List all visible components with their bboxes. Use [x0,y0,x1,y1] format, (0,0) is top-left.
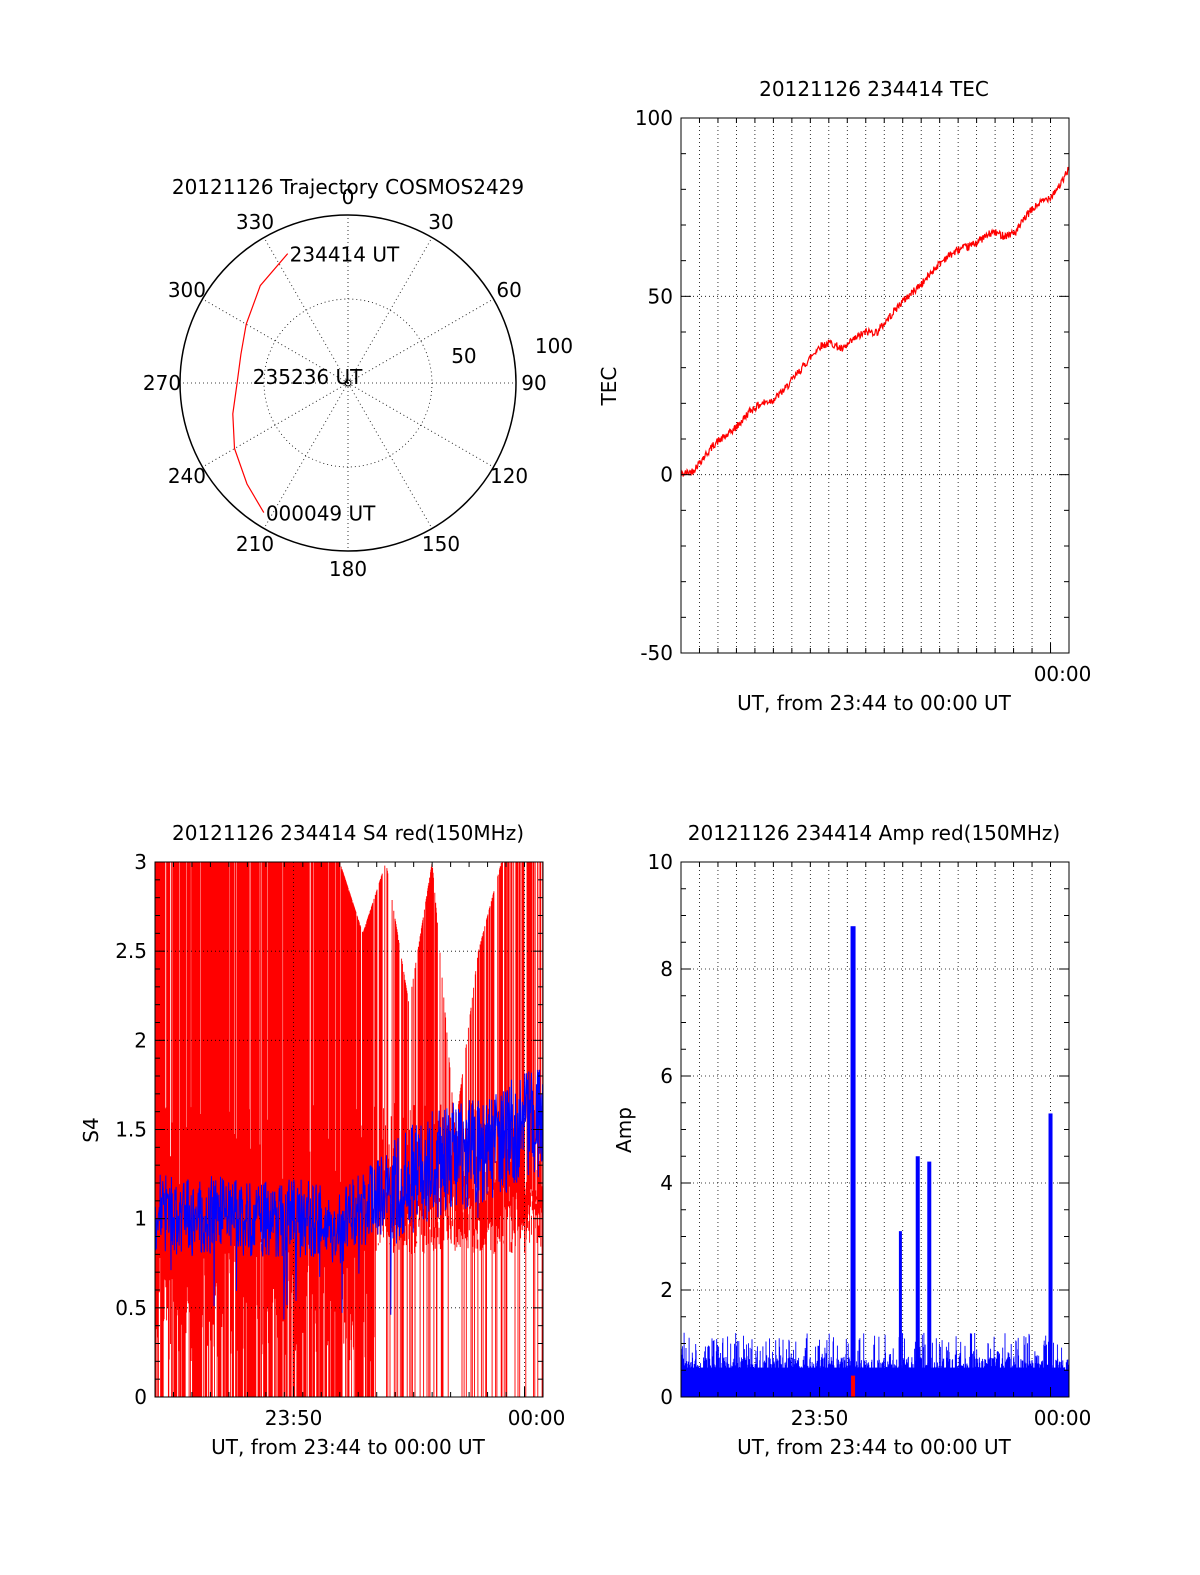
amp-y-tick-label: 4 [660,1171,673,1195]
amp-blue-spike [898,1231,902,1397]
trajectory-title: 20121126 Trajectory COSMOS2429 [172,175,524,199]
polar-angle-label: 90 [521,371,546,395]
tec-grid [681,118,1069,653]
tec-y-ticks: -50 0 50 100 [635,106,1069,665]
amp-x-tick-label: 23:50 [791,1406,849,1430]
s4-y-tick-label: 0 [134,1385,147,1409]
polar-spoke [347,382,433,529]
tec-x-tick-label: 00:00 [1034,662,1092,686]
s4-y-tick-label: 2 [134,1028,147,1052]
s4-y-tick-label: 0.5 [115,1296,147,1320]
amp-blue-baseline-fill [685,1367,1065,1397]
polar-radial-labels: 50 100 [451,334,573,368]
trajectory-time-label: 234414 UT [290,243,400,267]
tec-xlabel: UT, from 23:44 to 00:00 UT [737,691,1012,715]
amp-blue-spike [850,926,856,1397]
amp-blue-spike [915,1156,920,1397]
tec-series-line [680,166,1070,477]
polar-angle-labels: 0 30 60 90 120 150 180 210 240 270 300 330 [143,185,547,581]
amp-blue-spike [1048,1113,1053,1397]
amp-red-series [851,1375,856,1397]
s4-x-tick-label: 23:50 [265,1406,323,1430]
trajectory-time-label: 235236 UT [253,365,363,389]
amp-y-tick-label: 2 [660,1278,673,1302]
s4-x-tick-label: 00:00 [508,1406,566,1430]
s4-y-ticks: 0 0.5 1 1.5 2 2.5 3 [115,850,543,1409]
amp-red-spike [851,1375,856,1397]
polar-angle-label: 330 [236,210,274,234]
polar-angle-label: 0 [342,185,355,209]
s4-y-tick-label: 1.5 [115,1118,147,1142]
amp-y-ticks: 0 2 4 6 8 10 [648,850,1069,1409]
amp-title: 20121126 234414 Amp red(150MHz) [688,821,1060,845]
s4-title: 20121126 234414 S4 red(150MHz) [172,821,524,845]
trajectory-annotations: 234414 UT 235236 UT 000049 UT [253,243,400,526]
s4-xlabel: UT, from 23:44 to 00:00 UT [211,1435,486,1459]
tec-y-tick-label: -50 [640,641,673,665]
polar-spoke [202,382,349,468]
tec-y-tick-label: 0 [660,463,673,487]
tec-y-tick-label: 100 [635,106,673,130]
tec-plot-frame [680,117,1070,654]
s4-y-tick-label: 2.5 [115,939,147,963]
polar-radial-label: 50 [451,344,476,368]
amp-blue-series [680,926,1070,1397]
polar-radial-label: 100 [535,334,573,358]
tec-title: 20121126 234414 TEC [759,77,989,101]
polar-angle-label: 210 [236,532,274,556]
polar-angle-label: 150 [422,532,460,556]
trajectory-panel: 20121126 Trajectory COSMOS2429 0 30 60 90 12… [143,175,573,581]
s4-y-tick-label: 1 [134,1207,147,1231]
tec-y-tick-label: 50 [648,284,673,308]
polar-angle-label: 180 [329,557,367,581]
polar-angle-label: 120 [490,464,528,488]
amp-y-tick-label: 6 [660,1064,673,1088]
polar-spoke [347,382,494,468]
amp-plot-frame [680,861,1070,1398]
amp-y-tick-label: 10 [648,850,673,874]
s4-panel: 20121126 234414 S4 red(150MHz) 0 0.5 1 1.5 2… [79,821,565,1459]
trajectory-line [232,253,289,513]
amp-grid [681,862,1069,1397]
tec-x-ticks: 00:00 [698,118,1092,686]
s4-y-tick-label: 3 [134,850,147,874]
polar-angle-label: 30 [428,210,453,234]
amp-y-tick-label: 8 [660,957,673,981]
amp-blue-spike [927,1161,932,1397]
polar-spoke [347,237,433,384]
polar-center-mark [344,379,352,387]
amp-x-tick-label: 00:00 [1034,1406,1092,1430]
polar-angle-label: 300 [168,278,206,302]
polar-grid [179,214,517,552]
trajectory-time-label: 000049 UT [266,502,376,526]
amp-panel: 20121126 234414 Amp red(150MHz) 0246810 … [612,821,1091,1459]
s4-x-ticks: 23:50 00:00 [172,862,566,1430]
polar-angle-label: 270 [143,371,181,395]
s4-ylabel: S4 [79,1117,103,1142]
polar-angle-label: 240 [168,464,206,488]
amp-ylabel: Amp [612,1107,636,1153]
amp-xlabel: UT, from 23:44 to 00:00 UT [737,1435,1012,1459]
amp-y-tick-label: 0 [660,1385,673,1409]
polar-angle-label: 60 [496,278,521,302]
tec-ylabel: TEC [597,367,621,407]
polar-outer-ring [179,214,517,552]
s4-blue-series-line [154,1069,544,1320]
polar-spoke [263,382,349,529]
polar-spoke [263,237,349,384]
tec-panel: 20121126 234414 TEC -50 0 50 100 00:00 UT, … [597,77,1091,715]
polar-spoke [202,298,349,384]
polar-spoke [347,298,494,384]
amp-x-ticks: 23:50 00:00 [698,862,1092,1430]
